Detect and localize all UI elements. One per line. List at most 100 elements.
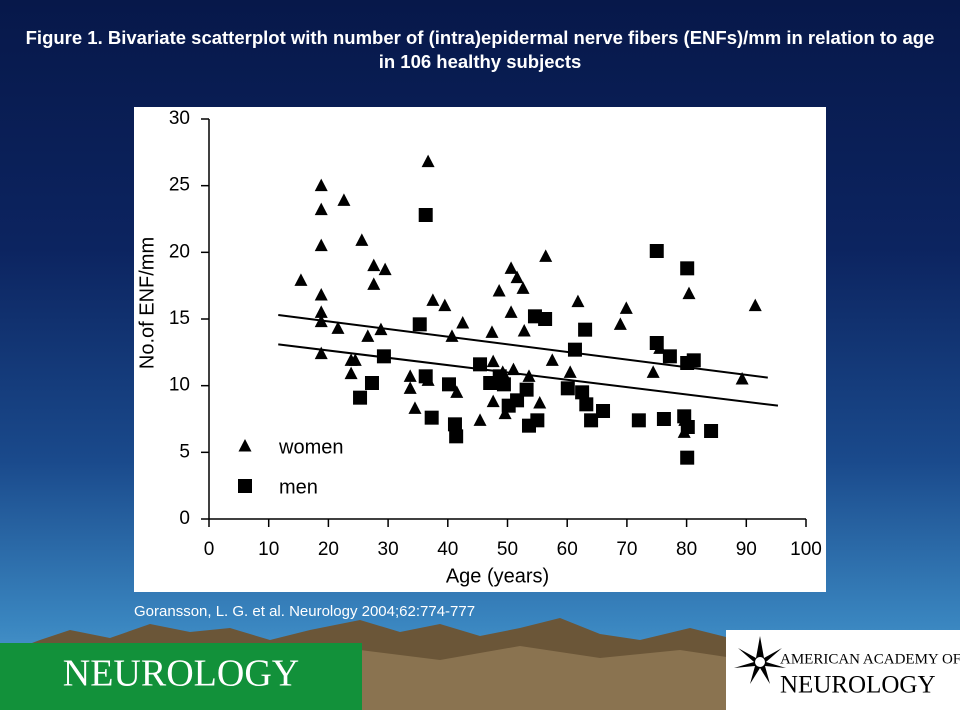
data-point	[560, 381, 575, 396]
data-point	[314, 178, 328, 192]
citation: Goransson, L. G. et al. Neurology 2004;6…	[134, 603, 476, 620]
data-point	[517, 324, 531, 337]
data-point	[504, 261, 518, 274]
data-point	[510, 270, 524, 284]
data-point	[533, 396, 547, 409]
data-point	[704, 424, 719, 438]
x-tick-label: 30	[378, 539, 399, 560]
data-point	[498, 406, 512, 420]
data-point	[314, 305, 328, 318]
data-point	[355, 233, 369, 246]
data-point	[378, 262, 392, 276]
data-point	[314, 346, 328, 360]
data-point	[441, 377, 456, 392]
data-point	[567, 342, 582, 357]
data-point	[361, 329, 375, 342]
journal-name: NEUROLOGY	[63, 653, 299, 695]
data-point	[412, 317, 427, 332]
data-point	[649, 336, 664, 350]
data-point	[473, 413, 487, 426]
data-point	[530, 413, 545, 428]
data-point	[403, 381, 417, 394]
data-point	[686, 353, 701, 368]
data-point	[376, 349, 391, 364]
x-tick-label: 90	[736, 539, 757, 560]
data-point	[418, 208, 433, 222]
data-point	[680, 261, 695, 276]
y-tick-label: 5	[179, 441, 190, 462]
x-axis-label: Age (years)	[446, 565, 549, 587]
data-point	[314, 202, 328, 216]
data-point	[456, 316, 470, 329]
legend-marker	[238, 479, 252, 493]
data-point	[367, 258, 381, 272]
y-axis-label: No.of ENF/mm	[136, 237, 158, 369]
data-point	[539, 249, 553, 262]
data-point	[735, 372, 749, 385]
x-tick-label: 70	[616, 539, 637, 560]
data-point	[662, 349, 677, 364]
data-point	[680, 420, 695, 434]
y-tick-label: 30	[169, 108, 190, 129]
data-point	[348, 353, 362, 366]
x-tick-label: 40	[437, 539, 458, 560]
data-point	[337, 193, 351, 206]
legend-label: women	[278, 436, 343, 458]
legend-label: men	[279, 476, 318, 498]
data-point	[646, 365, 660, 378]
data-point	[519, 382, 534, 397]
data-point	[563, 365, 577, 378]
journal-banner	[0, 643, 362, 710]
data-point	[656, 412, 671, 426]
data-point	[584, 413, 599, 428]
data-point	[438, 298, 452, 312]
data-point	[331, 321, 345, 334]
data-point	[575, 385, 590, 400]
data-point	[596, 404, 611, 418]
x-tick-label: 60	[557, 539, 578, 560]
data-point	[364, 376, 379, 390]
data-point	[516, 281, 530, 294]
x-tick-label: 80	[676, 539, 697, 560]
data-point	[353, 390, 368, 405]
data-point	[314, 238, 328, 252]
data-point	[408, 401, 422, 414]
data-point	[504, 305, 518, 318]
data-point	[510, 393, 525, 408]
y-tick-label: 25	[169, 175, 190, 196]
data-point	[450, 385, 464, 398]
data-point	[418, 369, 433, 384]
data-point	[680, 450, 695, 465]
x-tick-label: 100	[790, 539, 822, 560]
data-point	[374, 322, 388, 336]
data-point	[486, 354, 500, 368]
y-tick-label: 0	[179, 508, 190, 529]
society-line: AMERICAN ACADEMY OF	[780, 651, 960, 667]
data-point	[486, 394, 500, 408]
data-point	[496, 377, 511, 392]
data-point	[579, 397, 594, 412]
x-tick-label: 20	[318, 539, 339, 560]
data-point	[748, 298, 762, 312]
data-point	[677, 409, 692, 424]
data-point	[426, 293, 440, 306]
data-point	[578, 322, 593, 337]
data-point	[424, 410, 439, 425]
data-point	[344, 366, 358, 380]
data-point	[449, 429, 464, 444]
data-point	[473, 357, 488, 372]
data-point	[314, 314, 328, 328]
x-tick-label: 10	[258, 539, 279, 560]
slide-title: Figure 1. Bivariate scatterplot with num…	[25, 27, 935, 72]
y-tick-label: 15	[169, 308, 190, 329]
data-point	[294, 273, 308, 286]
chart: 0 5 10 15 20 25 30 0 10 20 30 40 50 60 70 80 90 100 Age (y…	[134, 107, 826, 592]
data-point	[314, 288, 328, 301]
y-tick-label: 20	[169, 241, 190, 262]
data-point	[682, 286, 696, 300]
data-point	[403, 369, 417, 382]
data-point	[447, 417, 462, 432]
data-point	[421, 154, 435, 168]
x-tick-label: 0	[204, 539, 215, 560]
